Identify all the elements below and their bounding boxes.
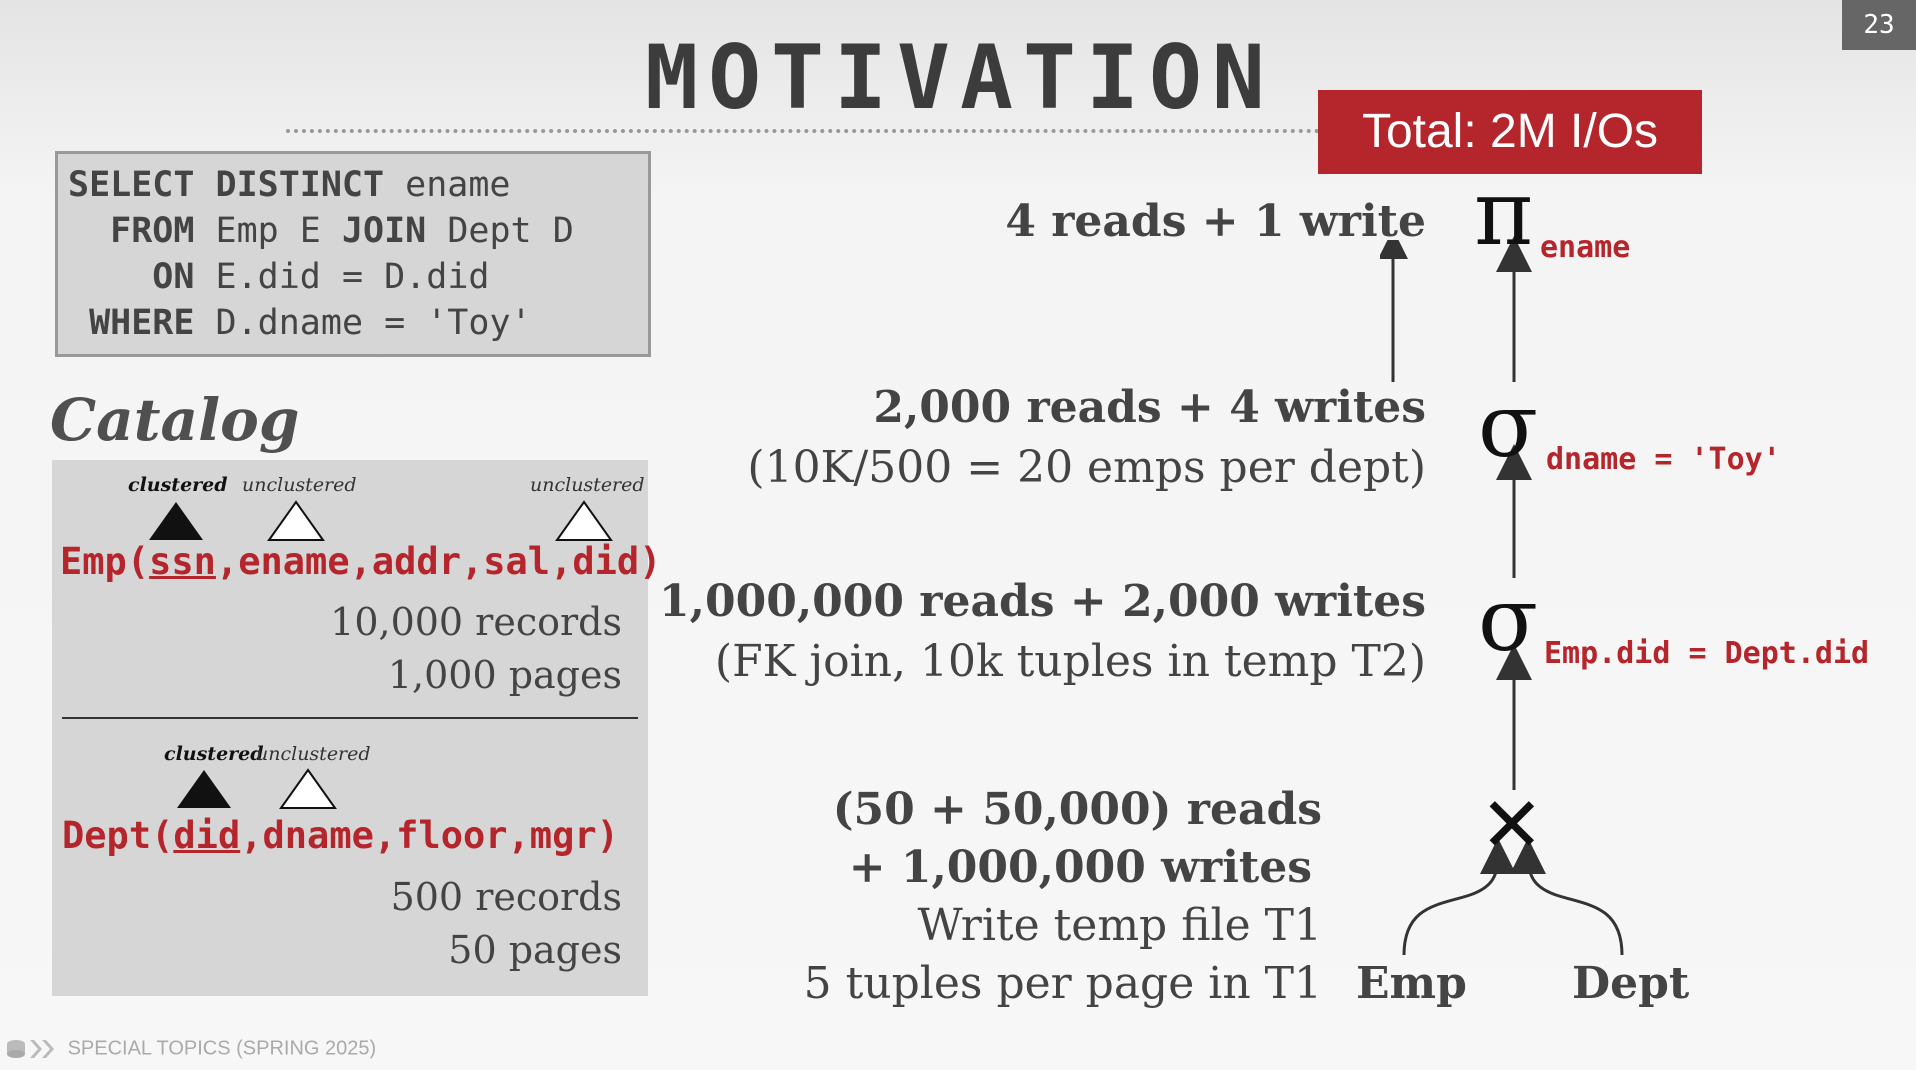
catalog-divider <box>62 717 638 719</box>
select-join-cost: 1,000,000 reads + 2,000 writes <box>659 576 1426 627</box>
sql-query-box: SELECT DISTINCT ename FROM Emp E JOIN De… <box>55 151 651 357</box>
select-dname-note: (10K/500 = 20 emps per dept) <box>747 442 1426 493</box>
leaf-dept: Dept <box>1572 958 1690 1009</box>
selection-operator: σ <box>1478 374 1539 477</box>
emp-pages: 1,000 pages <box>387 653 622 697</box>
logo-icon <box>7 1040 54 1058</box>
sql-where-line: WHERE D.dname = 'Toy' <box>68 300 648 346</box>
catalog-heading: Catalog <box>50 386 300 454</box>
selection-predicate: dname = 'Toy' <box>1546 442 1781 477</box>
cost-text: 4 reads + 1 write <box>1005 196 1426 247</box>
select-join-note: (FK join, 10k tuples in temp T2) <box>714 636 1426 687</box>
index-label-clustered: clustered <box>164 743 264 765</box>
sql-text: E.did = D.did <box>194 257 490 297</box>
select-dname-cost: 2,000 reads + 4 writes <box>873 382 1426 433</box>
index-label-unclustered: unclustered <box>242 474 357 496</box>
sql-text: ename <box>384 165 511 205</box>
catalog-box: clustered unclustered unclustered Emp(ss… <box>52 460 661 996</box>
cost-text: 2,000 reads + 4 writes <box>873 382 1426 433</box>
primary-key: ssn <box>149 540 216 583</box>
dept-records: 500 records <box>390 875 622 919</box>
course-label: SPECIAL TOPICS (SPRING 2025) <box>67 1037 377 1060</box>
primary-key: did <box>173 814 241 857</box>
sql-keyword: ON <box>152 257 195 297</box>
sql-from-line: FROM Emp E JOIN Dept D <box>68 208 648 254</box>
sql-text: D.dname = 'Toy' <box>194 303 532 343</box>
unclustered-index-icon <box>279 768 337 809</box>
schema-name: Dept( <box>62 814 174 857</box>
plan-tree-edges <box>1380 240 1408 382</box>
emp-records: 10,000 records <box>330 600 622 644</box>
sql-keyword: SELECT DISTINCT <box>68 165 385 205</box>
index-label-unclustered: unclustered <box>256 743 371 765</box>
sql-keyword: WHERE <box>89 303 195 343</box>
sql-select-line: SELECT DISTINCT ename <box>68 162 648 208</box>
page-title: MOTIVATION <box>645 26 1275 129</box>
cost-text: (50 + 50,000) reads <box>832 784 1322 835</box>
index-label-unclustered: unclustered <box>530 474 645 496</box>
footer: SPECIAL TOPICS (SPRING 2025) <box>0 1036 376 1062</box>
projection-operator: π <box>1474 161 1534 266</box>
sql-keyword: FROM <box>110 211 195 251</box>
sql-text: Emp E <box>194 211 342 251</box>
cross-note-1: Write temp file T1 <box>917 900 1322 951</box>
cross-product-operator: ✕ <box>1480 780 1544 869</box>
emp-schema: Emp(ssn,ename,addr,sal,did) <box>60 540 661 583</box>
leaf-emp: Emp <box>1356 958 1467 1009</box>
clustered-index-icon <box>177 770 231 808</box>
selection-predicate: Emp.did = Dept.did <box>1544 636 1870 671</box>
cost-text: + 1,000,000 writes <box>848 842 1312 893</box>
schema-attrs: ,ename,addr,sal,did) <box>215 540 662 583</box>
projection-cost: 4 reads + 1 write <box>1005 196 1426 247</box>
sql-text: Dept D <box>426 211 574 251</box>
cross-note-2: 5 tuples per page in T1 <box>803 958 1322 1009</box>
dept-schema: Dept(did,dname,floor,mgr) <box>62 814 619 857</box>
title-dotted-divider <box>286 129 1320 133</box>
cross-cost-reads: (50 + 50,000) reads <box>833 784 1322 835</box>
schema-attrs: ,dname,floor,mgr) <box>240 814 619 857</box>
projection-attr: ename <box>1540 230 1631 265</box>
clustered-index-icon <box>149 502 203 540</box>
cost-text: 1,000,000 reads + 2,000 writes <box>659 576 1426 627</box>
total-io-badge: Total: 2M I/Os <box>1318 90 1702 174</box>
cross-cost-writes: + 1,000,000 writes <box>849 842 1312 893</box>
slide-number: 23 <box>1842 0 1916 50</box>
sql-on-line: ON E.did = D.did <box>68 254 648 300</box>
unclustered-index-icon <box>555 500 613 541</box>
schema-name: Emp( <box>60 540 150 583</box>
dept-pages: 50 pages <box>448 928 622 972</box>
selection-operator: σ <box>1478 568 1539 671</box>
sql-keyword: JOIN <box>341 211 427 251</box>
index-label-clustered: clustered <box>128 474 228 496</box>
unclustered-index-icon <box>267 500 325 541</box>
